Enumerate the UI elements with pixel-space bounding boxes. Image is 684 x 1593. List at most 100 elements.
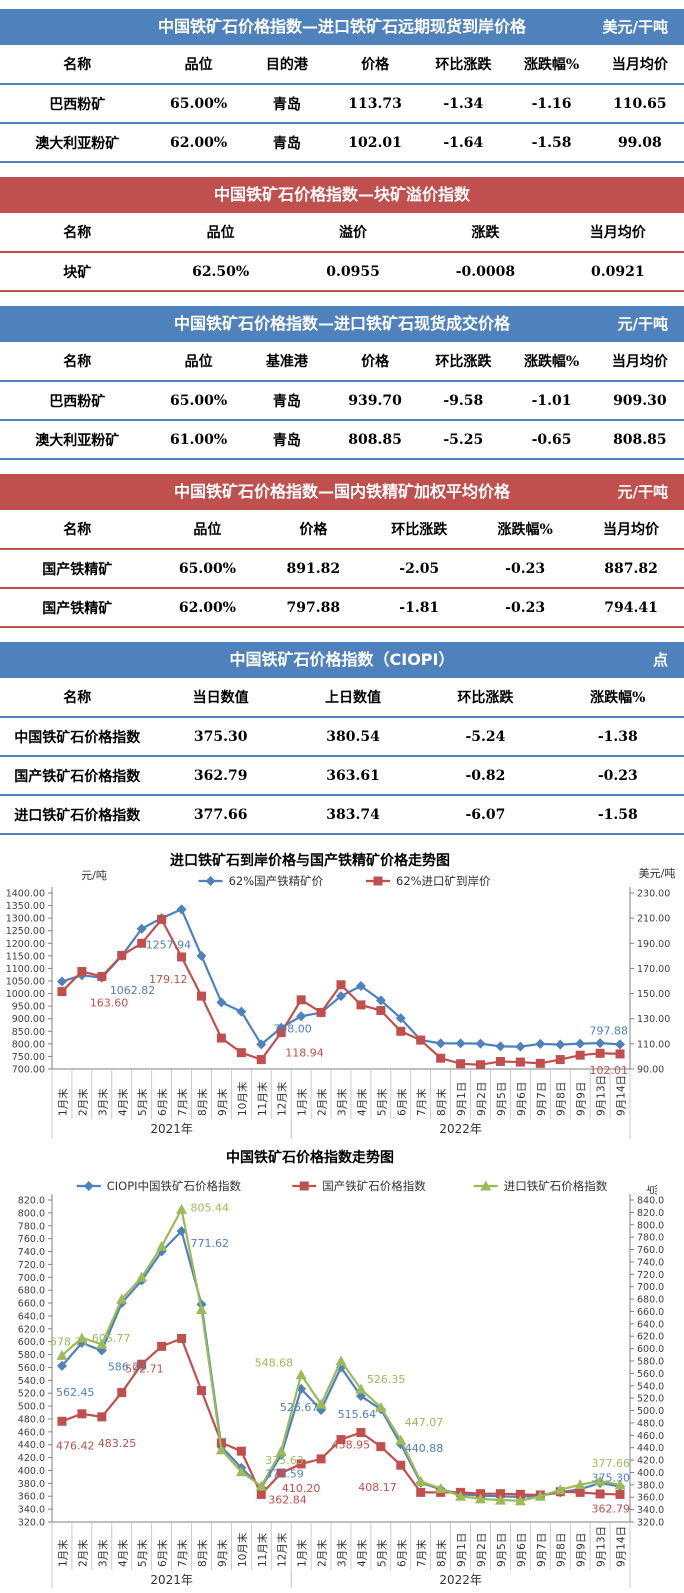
svg-text:480.0: 480.0 bbox=[18, 1414, 45, 1425]
svg-text:3月末: 3月末 bbox=[96, 1088, 109, 1116]
column-header: 涨跌幅% bbox=[551, 678, 684, 718]
column-header: 品位 bbox=[154, 510, 261, 550]
svg-text:362.79: 362.79 bbox=[592, 1502, 631, 1515]
table-grid: 名称 品位 基准港 价格 环比涨跌 涨跌幅% 当月均价 巴西粉矿 65.00% 青岛 939.70… bbox=[0, 342, 684, 460]
svg-text:620.0: 620.0 bbox=[18, 1324, 45, 1335]
svg-text:8月末: 8月末 bbox=[435, 1539, 448, 1567]
column-header: 涨跌 bbox=[419, 213, 552, 253]
table-title: 中国铁矿石价格指数—进口铁矿石现货成交价格 bbox=[173, 314, 510, 333]
column-header: 名称 bbox=[0, 510, 155, 550]
svg-text:660.0: 660.0 bbox=[18, 1299, 45, 1310]
table-cell: 澳大利亚粉矿 bbox=[0, 420, 155, 460]
column-header: 涨跌幅% bbox=[507, 342, 596, 382]
table-cell: 巴西粉矿 bbox=[0, 381, 155, 421]
svg-text:560.0: 560.0 bbox=[18, 1363, 45, 1374]
svg-text:点: 点 bbox=[646, 1185, 659, 1196]
svg-text:540.0: 540.0 bbox=[18, 1376, 45, 1387]
table-row: 巴西粉矿 65.00% 青岛 939.70 -9.58 -1.01 909.30 bbox=[0, 381, 684, 421]
svg-text:375.30: 375.30 bbox=[592, 1471, 631, 1484]
table-cell: -1.38 bbox=[551, 717, 684, 757]
data-table: 中国铁矿石价格指数—块矿溢价指数 名称 品位 溢价 涨跌 当月均价 块矿 62.50% 0.… bbox=[0, 177, 684, 292]
svg-text:476.42: 476.42 bbox=[56, 1439, 94, 1452]
table-cell: 青岛 bbox=[242, 420, 331, 460]
svg-text:800.0: 800.0 bbox=[18, 1208, 45, 1219]
table-cell: 363.61 bbox=[286, 756, 420, 796]
svg-text:6月末: 6月末 bbox=[156, 1539, 169, 1567]
svg-text:1400.00: 1400.00 bbox=[6, 889, 45, 900]
svg-text:380.0: 380.0 bbox=[637, 1480, 664, 1491]
table-cell: 102.01 bbox=[330, 123, 420, 163]
svg-text:美元/吨: 美元/吨 bbox=[639, 867, 676, 880]
table-cell: 青岛 bbox=[242, 381, 331, 421]
svg-text:820.0: 820.0 bbox=[18, 1196, 45, 1207]
svg-text:605.77: 605.77 bbox=[92, 1332, 130, 1345]
svg-text:700.00: 700.00 bbox=[12, 1065, 45, 1076]
svg-text:800.0: 800.0 bbox=[637, 1220, 664, 1231]
svg-text:520.0: 520.0 bbox=[18, 1389, 45, 1400]
table-row: 国产铁精矿 62.00% 797.88 -1.81 -0.23 794.41 bbox=[0, 588, 684, 628]
svg-text:元/吨: 元/吨 bbox=[81, 869, 107, 882]
column-header: 当月均价 bbox=[595, 342, 684, 382]
svg-text:540.0: 540.0 bbox=[637, 1381, 664, 1392]
svg-text:5月末: 5月末 bbox=[136, 1088, 149, 1116]
svg-text:5月末: 5月末 bbox=[136, 1539, 149, 1567]
svg-text:780.0: 780.0 bbox=[18, 1221, 45, 1232]
table-cell: 362.79 bbox=[154, 756, 287, 796]
table-row: 进口铁矿石价格指数 377.66 383.74 -6.07 -1.58 bbox=[0, 795, 684, 835]
svg-text:640.0: 640.0 bbox=[18, 1311, 45, 1322]
data-table: 中国铁矿石价格指数—进口铁矿石现货成交价格 元/干吨 名称 品位 基准港 价格 环比涨跌… bbox=[0, 306, 684, 460]
table-grid: 名称 当日数值 上日数值 环比涨跌 涨跌幅% 中国铁矿石价格指数 375.30 380.54… bbox=[0, 678, 684, 835]
table-cell: -1.58 bbox=[551, 795, 684, 835]
svg-text:380.0: 380.0 bbox=[18, 1479, 45, 1490]
column-header: 名称 bbox=[0, 213, 155, 253]
svg-text:460.0: 460.0 bbox=[637, 1431, 664, 1442]
svg-text:CIOPI中国铁矿石价格指数: CIOPI中国铁矿石价格指数 bbox=[107, 1179, 242, 1193]
svg-text:500.0: 500.0 bbox=[637, 1406, 664, 1417]
svg-text:进口铁矿石到岸价格与国产铁精矿价格走势图: 进口铁矿石到岸价格与国产铁精矿价格走势图 bbox=[170, 852, 450, 869]
table-header-row: 名称 品位 基准港 价格 环比涨跌 涨跌幅% 当月均价 bbox=[0, 342, 684, 382]
index-trend-chart-canvas: 320.0340.0360.0380.0400.0420.0440.0460.0… bbox=[18, 1149, 664, 1590]
column-header: 基准港 bbox=[242, 342, 331, 382]
svg-text:1350.00: 1350.00 bbox=[6, 901, 45, 912]
table-cell: 939.70 bbox=[330, 381, 420, 421]
table-row: 巴西粉矿 65.00% 青岛 113.73 -1.34 -1.16 110.65 bbox=[0, 84, 684, 124]
table-cell: 808.85 bbox=[595, 420, 684, 460]
table-title: 中国铁矿石价格指数—块矿溢价指数 bbox=[213, 185, 470, 204]
svg-text:3月末: 3月末 bbox=[336, 1088, 349, 1116]
svg-text:7月末: 7月末 bbox=[176, 1539, 189, 1567]
svg-text:420.0: 420.0 bbox=[18, 1453, 45, 1464]
table-title-bar: 中国铁矿石价格指数—进口铁矿石现货成交价格 元/干吨 bbox=[0, 306, 684, 342]
svg-text:4月末: 4月末 bbox=[355, 1539, 368, 1567]
svg-text:900.00: 900.00 bbox=[12, 1014, 45, 1025]
svg-text:560.0: 560.0 bbox=[637, 1369, 664, 1380]
svg-text:440.88: 440.88 bbox=[405, 1442, 444, 1455]
column-header: 环比涨跌 bbox=[419, 678, 552, 718]
svg-text:720.0: 720.0 bbox=[637, 1270, 664, 1281]
table-cell: 青岛 bbox=[242, 123, 331, 163]
table-cell: 99.08 bbox=[595, 123, 684, 163]
svg-text:440.0: 440.0 bbox=[637, 1443, 664, 1454]
svg-text:375.63: 375.63 bbox=[265, 1454, 304, 1467]
column-header: 当月均价 bbox=[595, 45, 684, 85]
column-header: 当月均价 bbox=[551, 213, 684, 253]
svg-text:170.00: 170.00 bbox=[637, 964, 670, 975]
table-cell: -5.24 bbox=[419, 717, 552, 757]
svg-text:7月末: 7月末 bbox=[415, 1088, 428, 1116]
svg-text:740.0: 740.0 bbox=[637, 1257, 664, 1268]
svg-text:2021年: 2021年 bbox=[150, 1122, 193, 1136]
table-header-row: 名称 品位 溢价 涨跌 当月均价 bbox=[0, 213, 684, 253]
column-header: 环比涨跌 bbox=[419, 342, 508, 382]
table-cell: 0.0955 bbox=[286, 252, 420, 292]
svg-text:660.0: 660.0 bbox=[637, 1307, 664, 1318]
svg-text:1000.00: 1000.00 bbox=[6, 989, 45, 1000]
svg-text:362.84: 362.84 bbox=[268, 1493, 307, 1506]
table-cell: 0.0921 bbox=[551, 252, 684, 292]
svg-text:580.0: 580.0 bbox=[18, 1350, 45, 1361]
svg-text:700.0: 700.0 bbox=[637, 1282, 664, 1293]
table-cell: -0.23 bbox=[472, 588, 579, 628]
svg-text:408.17: 408.17 bbox=[358, 1481, 397, 1494]
svg-text:9月8日: 9月8日 bbox=[556, 1082, 568, 1116]
table-unit: 元/干吨 bbox=[617, 483, 668, 501]
svg-text:578.71: 578.71 bbox=[50, 1335, 88, 1348]
table-cell: 909.30 bbox=[595, 381, 684, 421]
